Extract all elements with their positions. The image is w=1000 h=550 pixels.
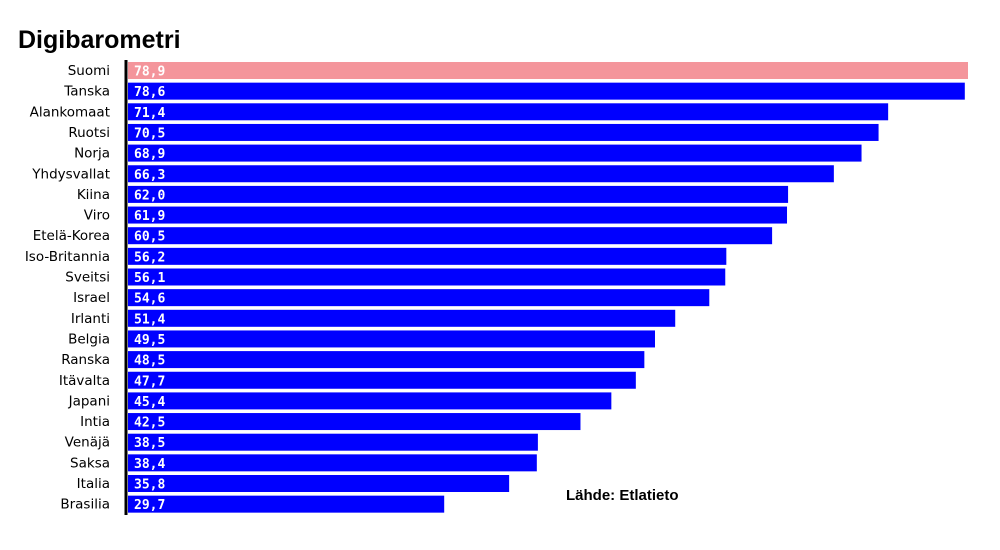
category-label: Iso-Britannia: [25, 249, 110, 265]
bar: [128, 82, 965, 100]
data-label: 29,7: [134, 498, 165, 513]
data-label: 56,1: [134, 271, 165, 286]
data-label: 62,0: [134, 188, 165, 203]
bar: [128, 309, 676, 327]
category-label: Israel: [73, 290, 110, 306]
data-label: 56,2: [134, 250, 165, 265]
data-label: 38,4: [134, 457, 165, 472]
data-label: 70,5: [134, 126, 165, 141]
category-label: Italia: [77, 476, 110, 492]
bar: [128, 475, 510, 492]
bar: [128, 227, 773, 245]
category-label: Viro: [84, 208, 110, 224]
bar: [128, 268, 726, 286]
data-label: 45,4: [134, 395, 165, 410]
data-label: 38,5: [134, 436, 165, 451]
data-label: 60,5: [134, 230, 165, 245]
data-label: 61,9: [134, 209, 165, 224]
category-label: Suomi: [68, 63, 110, 79]
bar: [128, 165, 834, 183]
bar: [128, 371, 636, 389]
category-label: Sveitsi: [65, 270, 110, 286]
category-label: Yhdysvallat: [31, 166, 110, 182]
data-label: 78,9: [134, 65, 165, 80]
data-label: 48,5: [134, 354, 165, 369]
bar: [128, 392, 612, 410]
data-label: 35,8: [134, 478, 165, 493]
bar: [128, 123, 879, 141]
category-label: Irlanti: [71, 311, 110, 327]
category-label: Ranska: [61, 352, 110, 368]
bar: [128, 185, 789, 203]
bar: [128, 454, 537, 472]
category-label: Itävalta: [59, 373, 110, 389]
category-label: Norja: [74, 146, 110, 162]
bar: [128, 289, 710, 307]
bar: [128, 433, 538, 451]
bar: [128, 144, 862, 162]
bar: [128, 247, 727, 265]
category-label: Saksa: [70, 455, 110, 471]
bar: [128, 413, 581, 431]
category-label: Brasilia: [60, 497, 110, 513]
category-label: Ruotsi: [68, 125, 110, 141]
data-label: 71,4: [134, 106, 165, 121]
bar: [128, 351, 645, 369]
bar: [128, 495, 445, 513]
category-label: Tanska: [63, 84, 110, 100]
data-label: 68,9: [134, 147, 165, 162]
category-label: Intia: [80, 414, 110, 430]
chart-title: Digibarometri: [18, 26, 181, 54]
data-label: 66,3: [134, 168, 165, 183]
category-label: Venäjä: [65, 435, 110, 451]
source-label: Lähde: Etlatieto: [566, 487, 679, 504]
bar: [128, 206, 788, 224]
data-label: 49,5: [134, 333, 165, 348]
category-label: Kiina: [77, 187, 110, 203]
data-label: 78,6: [134, 85, 165, 100]
bars: Suomi 78,9 Tanska 78,6 Alankomaat 71,4 Ruotsi 7…: [25, 62, 968, 513]
data-label: 54,6: [134, 292, 165, 307]
data-label: 51,4: [134, 312, 165, 327]
category-label: Etelä-Korea: [33, 228, 110, 244]
bar: [128, 330, 655, 348]
bar: [128, 103, 889, 121]
data-label: 47,7: [134, 374, 165, 389]
category-label: Alankomaat: [30, 104, 110, 120]
category-label: Belgia: [68, 331, 110, 347]
bar: [128, 62, 968, 79]
data-label: 42,5: [134, 416, 165, 431]
category-label: Japani: [68, 393, 110, 409]
